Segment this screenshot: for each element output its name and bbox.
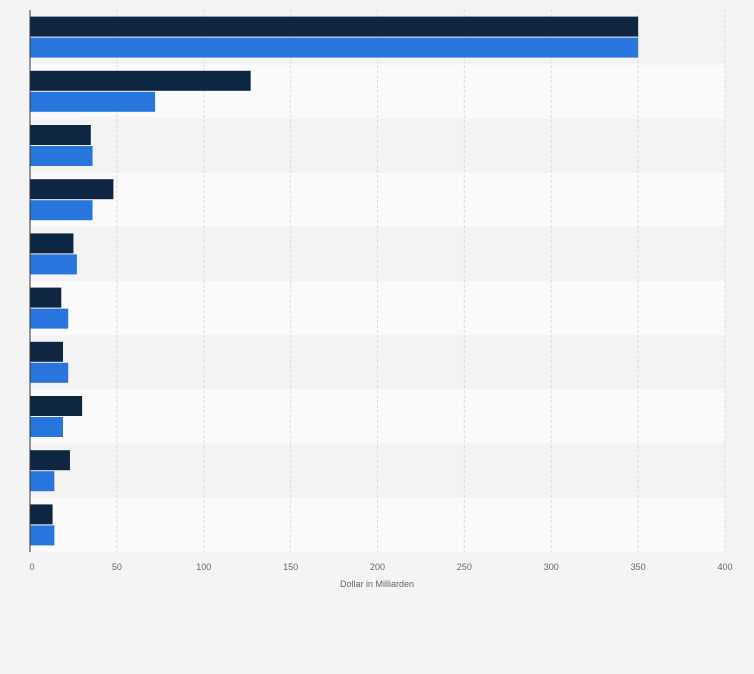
bar-series-1 [30, 396, 83, 416]
bar-series-2 [30, 37, 639, 58]
bar-series-2 [30, 200, 93, 221]
bar-series-2 [30, 525, 55, 546]
bar-series-1 [30, 287, 62, 308]
bar-series-2 [30, 254, 77, 275]
bar-series-1 [30, 70, 251, 91]
x-tick-label: 300 [544, 562, 559, 572]
bar-series-1 [30, 450, 70, 471]
bar-series-1 [30, 233, 74, 254]
x-tick-label: 50 [112, 562, 122, 572]
x-tick-label: 400 [717, 562, 732, 572]
bars [30, 16, 639, 546]
bar-series-1 [30, 504, 53, 525]
x-tick-label: 200 [370, 562, 385, 572]
x-tick-label: 250 [457, 562, 472, 572]
bar-series-1 [30, 179, 114, 200]
bar-series-2 [30, 91, 156, 112]
x-tick-label: 150 [283, 562, 298, 572]
bar-series-2 [30, 146, 93, 166]
bar-series-2 [30, 362, 69, 383]
bar-series-1 [30, 16, 639, 37]
x-tick-label: 0 [29, 562, 34, 572]
bar-series-2 [30, 417, 64, 437]
x-tick-label: 100 [196, 562, 211, 572]
bar-series-1 [30, 125, 91, 145]
bar-series-1 [30, 341, 64, 362]
bar-series-2 [30, 471, 55, 492]
x-tick-label: 350 [631, 562, 646, 572]
x-axis-ticks: 0 50 100 150 200 250 300 350 400 [29, 562, 732, 572]
bar-series-2 [30, 308, 69, 329]
x-axis-title: Dollar in Milliarden [340, 579, 414, 589]
